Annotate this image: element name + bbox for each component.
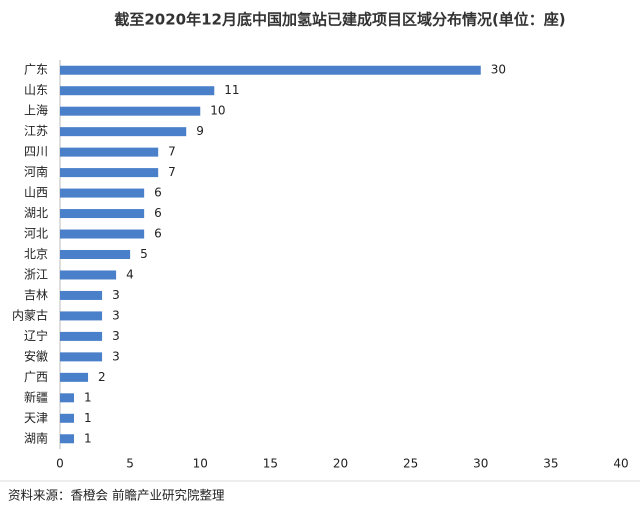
bar [60, 86, 215, 96]
data-label: 6 [154, 227, 162, 241]
x-tick-label: 40 [613, 457, 628, 471]
bar [60, 413, 75, 423]
y-tick-label: 辽宁 [24, 328, 48, 343]
data-label: 30 [491, 63, 506, 77]
data-label: 1 [84, 411, 92, 425]
bar [60, 209, 145, 219]
bar [60, 290, 103, 300]
bar [60, 270, 117, 280]
y-tick-label: 湖南 [24, 430, 48, 445]
x-tick-label: 5 [126, 457, 134, 471]
y-tick-label: 河北 [24, 227, 48, 241]
y-tick-label: 内蒙古 [12, 307, 48, 322]
bar [60, 168, 159, 178]
data-label: 1 [84, 431, 92, 445]
data-label: 3 [112, 288, 120, 302]
y-tick-label: 四川 [24, 145, 48, 159]
bar [60, 434, 75, 444]
x-tick-label: 15 [263, 457, 278, 471]
data-label: 10 [210, 104, 225, 118]
data-label: 3 [112, 349, 120, 363]
x-tick-label: 20 [333, 457, 348, 471]
y-tick-label: 河南 [24, 164, 48, 179]
data-label: 2 [98, 370, 106, 384]
y-tick-label: 湖北 [24, 205, 48, 220]
y-tick-label: 山西 [24, 186, 48, 200]
data-label: 3 [112, 308, 120, 322]
data-label: 6 [154, 186, 162, 200]
y-tick-label: 浙江 [24, 267, 48, 281]
y-tick-label: 安徽 [24, 348, 48, 363]
bar [60, 229, 145, 239]
y-tick-label: 新疆 [24, 389, 48, 404]
data-label: 7 [168, 145, 176, 159]
data-label: 11 [224, 83, 239, 97]
bar [60, 352, 103, 362]
bar [60, 311, 103, 321]
y-tick-label: 北京 [24, 247, 48, 261]
data-label: 4 [126, 267, 134, 281]
bar [60, 127, 187, 137]
y-tick-label: 上海 [24, 103, 48, 118]
bar [60, 188, 145, 198]
data-label: 3 [112, 329, 120, 343]
y-tick-label: 广西 [24, 370, 48, 384]
y-tick-label: 江苏 [24, 124, 48, 138]
chart-title: 截至2020年12月底中国加氢站已建成项目区域分布情况(单位：座) [114, 11, 565, 29]
y-tick-label: 山东 [24, 83, 48, 97]
data-label: 5 [140, 247, 148, 261]
data-label: 7 [168, 165, 176, 179]
bar [60, 250, 131, 259]
data-label: 1 [84, 390, 92, 404]
y-tick-label: 天津 [24, 411, 48, 425]
data-label: 6 [154, 206, 162, 220]
x-tick-label: 25 [403, 457, 418, 471]
bar [60, 106, 201, 116]
x-tick-label: 30 [473, 457, 488, 471]
data-label: 9 [196, 124, 204, 138]
x-tick-label: 0 [56, 457, 64, 471]
bar [60, 331, 103, 341]
x-tick-label: 35 [543, 457, 558, 471]
bar [60, 393, 75, 403]
y-tick-label: 广东 [24, 63, 48, 77]
source-note: 资料来源：香橙会 前瞻产业研究院整理 [8, 488, 225, 503]
bar [60, 65, 481, 75]
y-tick-label: 吉林 [24, 288, 48, 302]
bar [60, 147, 159, 157]
bar [60, 372, 89, 382]
x-tick-label: 10 [193, 457, 208, 471]
